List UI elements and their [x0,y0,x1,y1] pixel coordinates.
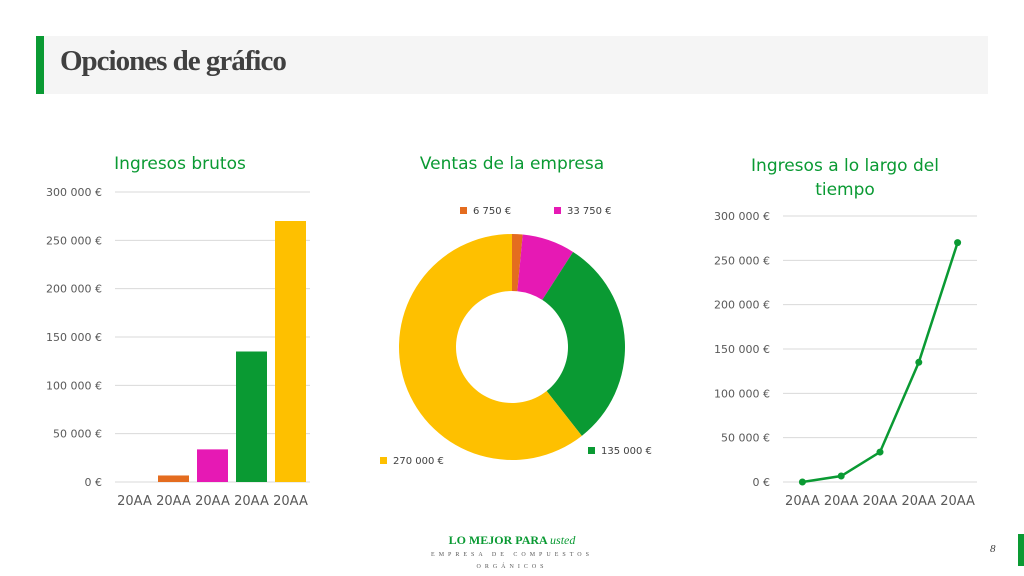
donut-slice-label: 33 750 € [567,206,612,217]
bar-x-tick-label: 20AA [273,494,308,509]
page-number: 8 [990,543,996,555]
line-x-tick-label: 20AA [785,494,820,509]
donut-legend-marker [460,207,467,214]
donut-slice [512,234,523,292]
footer-brand: LO MEJOR PARA usted [412,533,612,548]
line-chart: 0 € 50 000 € 100 000 € 150 000 € 200 000 € 25… [714,210,977,509]
donut-slice [542,251,625,436]
line-series [802,242,959,484]
line-point [954,239,962,247]
donut-legend-marker [380,457,387,464]
bar-y-tick-label: 300 000 € [46,186,102,199]
page-accent-bar [1018,534,1024,566]
line-y-tick-label: 300 000 € [714,210,770,223]
bar-y-tick-label: 250 000 € [46,234,102,247]
donut-chart: 6 750 € 33 750 € 135 000 € 270 000 € [380,206,652,467]
line-y-tick-label: 250 000 € [714,254,770,267]
bar [197,449,228,482]
line-point [798,478,806,486]
line-chart-title: Ingresos a lo largo del tiempo [751,156,939,200]
donut-legend-marker [554,207,561,214]
line-point [837,472,845,480]
donut-slice [517,234,574,300]
line-point [915,358,923,366]
donut-slice-label: 270 000 € [393,456,444,467]
donut-legend-marker [588,447,595,454]
bar-x-tick-label: 20AA [234,494,269,509]
line-x-tick-label: 20AA [863,494,898,509]
bar-chart: 0 € 50 000 € 100 000 € 150 000 € 200 000 € 25… [46,186,310,509]
bar-x-tick-label: 20AA [117,494,152,509]
line-x-tick-label: 20AA [940,494,975,509]
line-y-tick-label: 50 000 € [721,432,770,445]
line-y-tick-label: 150 000 € [714,343,770,356]
donut-slice-label: 6 750 € [473,206,511,217]
title-bar [36,36,988,94]
bar [158,475,189,482]
bar [236,351,267,482]
bar-y-tick-label: 200 000 € [46,283,102,296]
line-x-tick-label: 20AA [824,494,859,509]
bar-y-tick-label: 0 € [85,476,103,489]
bar [275,221,306,482]
bar-y-tick-label: 50 000 € [53,428,102,441]
title-accent-bar [36,36,44,94]
line-y-tick-label: 100 000 € [714,387,770,400]
footer-subtitle: EMPRESA DE COMPUESTOS ORGÁNICOS [431,552,593,570]
donut-slice [399,234,582,460]
slide-title: Opciones de gráfico [60,45,287,77]
bar-chart-title: Ingresos brutos [114,154,246,174]
line-y-tick-label: 200 000 € [714,299,770,312]
footer-brand-main: LO MEJOR PARA [448,533,548,547]
donut-slice-label: 135 000 € [601,446,652,457]
bar-y-tick-label: 100 000 € [46,379,102,392]
line-x-tick-label: 20AA [901,494,936,509]
footer-brand-emphasis: usted [550,533,576,547]
bar-x-tick-label: 20AA [156,494,191,509]
bar-y-tick-label: 150 000 € [46,331,102,344]
bar-x-tick-label: 20AA [195,494,230,509]
line-y-tick-label: 0 € [753,476,771,489]
donut-chart-title: Ventas de la empresa [419,154,605,174]
line-point [876,448,884,456]
